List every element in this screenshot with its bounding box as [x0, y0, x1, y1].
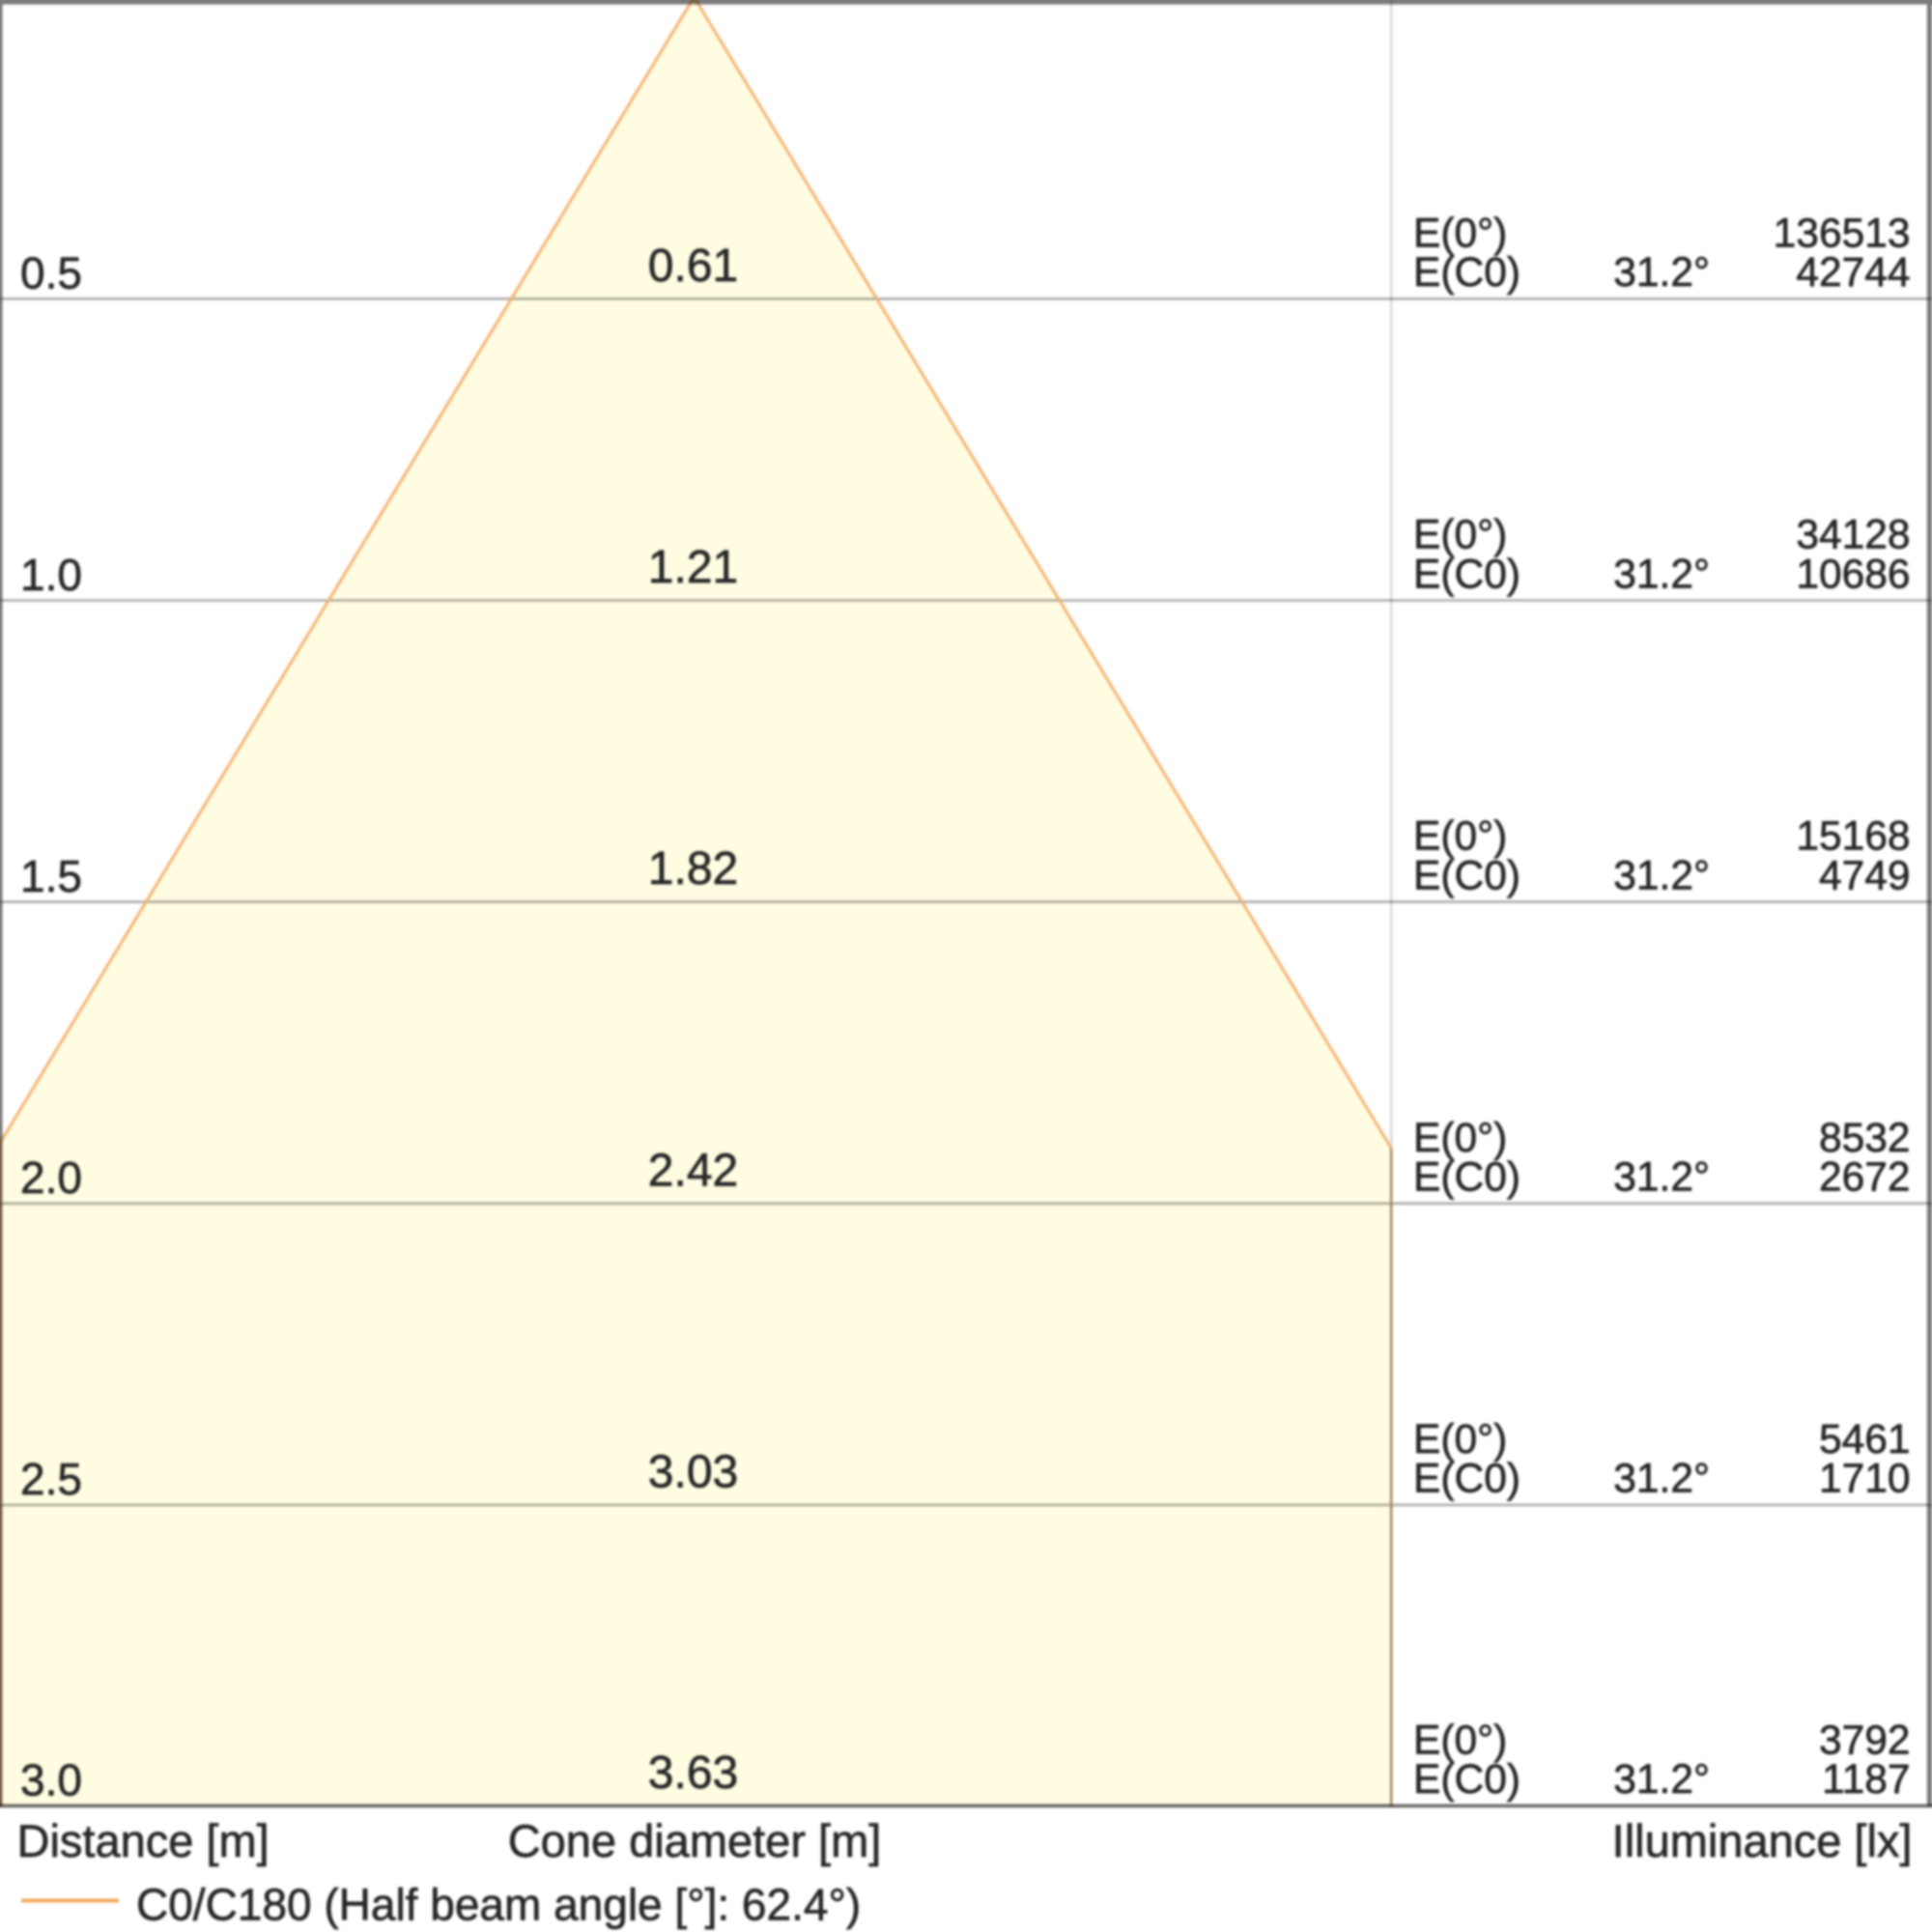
svg-text:E(0°): E(0°) [1413, 1116, 1507, 1161]
svg-text:1.82: 1.82 [648, 843, 738, 895]
svg-text:Illuminance [lx]: Illuminance [lx] [1612, 1815, 1913, 1866]
svg-text:E(0°): E(0°) [1413, 513, 1507, 558]
svg-text:0.5: 0.5 [20, 248, 82, 298]
svg-text:3792: 3792 [1819, 1718, 1911, 1763]
svg-text:E(0°): E(0°) [1413, 1718, 1507, 1763]
svg-text:E(C0): E(C0) [1413, 1155, 1520, 1201]
svg-text:4749: 4749 [1819, 853, 1911, 898]
svg-text:2.42: 2.42 [648, 1145, 738, 1196]
svg-text:1.5: 1.5 [20, 851, 82, 901]
svg-text:2672: 2672 [1819, 1155, 1911, 1201]
svg-text:1710: 1710 [1819, 1457, 1911, 1502]
svg-text:E(0°): E(0°) [1413, 814, 1507, 860]
svg-text:31.2°: 31.2° [1613, 1757, 1710, 1803]
svg-text:E(0°): E(0°) [1413, 211, 1507, 256]
svg-text:E(0°): E(0°) [1413, 1417, 1507, 1463]
svg-text:E(C0): E(C0) [1413, 1757, 1520, 1803]
svg-text:31.2°: 31.2° [1613, 1155, 1710, 1201]
svg-text:31.2°: 31.2° [1613, 552, 1710, 597]
svg-text:31.2°: 31.2° [1613, 853, 1710, 898]
svg-text:E(C0): E(C0) [1413, 250, 1520, 296]
svg-text:1.0: 1.0 [20, 550, 82, 600]
svg-text:31.2°: 31.2° [1613, 250, 1710, 296]
svg-text:E(C0): E(C0) [1413, 552, 1520, 597]
svg-text:1.21: 1.21 [648, 542, 738, 593]
svg-text:1187: 1187 [1822, 1757, 1910, 1803]
svg-text:3.63: 3.63 [648, 1747, 738, 1799]
svg-text:0.61: 0.61 [648, 241, 738, 292]
svg-text:E(C0): E(C0) [1413, 853, 1520, 898]
svg-text:3.03: 3.03 [648, 1446, 738, 1497]
svg-text:5461: 5461 [1819, 1417, 1911, 1463]
svg-text:8532: 8532 [1819, 1116, 1911, 1161]
svg-text:10686: 10686 [1796, 552, 1910, 597]
svg-text:15168: 15168 [1796, 814, 1910, 860]
svg-text:Cone diameter [m]: Cone diameter [m] [508, 1815, 882, 1866]
svg-text:31.2°: 31.2° [1613, 1457, 1710, 1502]
svg-text:Distance [m]: Distance [m] [17, 1815, 270, 1866]
svg-text:2.0: 2.0 [20, 1152, 82, 1203]
svg-text:34128: 34128 [1796, 513, 1910, 558]
svg-text:136513: 136513 [1774, 211, 1911, 256]
svg-text:C0/C180 (Half beam angle [°]:: C0/C180 (Half beam angle [°]: 62.4°) [136, 1880, 861, 1930]
svg-text:2.5: 2.5 [20, 1454, 82, 1504]
svg-text:42744: 42744 [1796, 250, 1910, 296]
svg-text:3.0: 3.0 [20, 1755, 82, 1805]
svg-text:E(C0): E(C0) [1413, 1457, 1520, 1502]
